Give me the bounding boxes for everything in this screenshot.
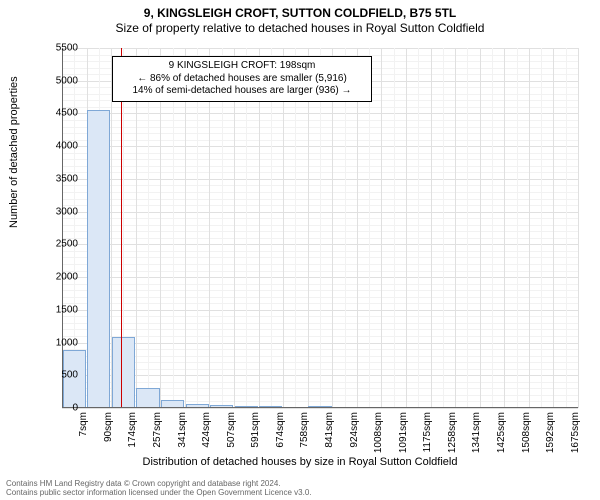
- reference-line: [121, 48, 123, 408]
- footer-line-1: Contains HM Land Registry data © Crown c…: [6, 479, 312, 489]
- x-tick-label: 591sqm: [250, 412, 261, 458]
- annotation-box: 9 KINGSLEIGH CROFT: 198sqm← 86% of detac…: [112, 56, 372, 102]
- x-tick-label: 924sqm: [349, 412, 360, 458]
- y-tick-label: 5500: [38, 43, 78, 54]
- y-tick-label: 5000: [38, 75, 78, 86]
- x-tick-label: 1592sqm: [545, 412, 556, 458]
- y-tick-label: 1000: [38, 337, 78, 348]
- histogram-bar: [136, 388, 159, 408]
- x-tick-label: 841sqm: [324, 412, 335, 458]
- annotation-line: ← 86% of detached houses are smaller (5,…: [119, 73, 365, 86]
- x-axis-title: Distribution of detached houses by size …: [0, 456, 600, 468]
- y-tick-label: 3000: [38, 206, 78, 217]
- x-tick-label: 674sqm: [275, 412, 286, 458]
- plot-region: 9 KINGSLEIGH CROFT: 198sqm← 86% of detac…: [62, 48, 578, 408]
- y-tick-label: 4500: [38, 108, 78, 119]
- footer-line-2: Contains public sector information licen…: [6, 488, 312, 498]
- x-tick-label: 1508sqm: [521, 412, 532, 458]
- footer-attribution: Contains HM Land Registry data © Crown c…: [6, 479, 312, 498]
- annotation-line: 9 KINGSLEIGH CROFT: 198sqm: [119, 60, 365, 73]
- y-tick-label: 1500: [38, 304, 78, 315]
- x-tick-label: 1425sqm: [496, 412, 507, 458]
- y-axis-title: Number of detached properties: [8, 76, 20, 228]
- x-tick-label: 257sqm: [152, 412, 163, 458]
- y-tick-label: 3500: [38, 173, 78, 184]
- x-tick-label: 1258sqm: [447, 412, 458, 458]
- annotation-line: 14% of semi-detached houses are larger (…: [119, 85, 365, 98]
- x-tick-label: 1675sqm: [570, 412, 581, 458]
- x-tick-label: 1091sqm: [398, 412, 409, 458]
- y-tick-label: 2500: [38, 239, 78, 250]
- x-tick-label: 1008sqm: [373, 412, 384, 458]
- page-title: 9, KINGSLEIGH CROFT, SUTTON COLDFIELD, B…: [0, 0, 600, 20]
- y-tick-label: 2000: [38, 272, 78, 283]
- x-tick-label: 341sqm: [177, 412, 188, 458]
- histogram-bar: [112, 337, 135, 408]
- x-tick-label: 1175sqm: [422, 412, 433, 458]
- x-tick-label: 1341sqm: [471, 412, 482, 458]
- x-tick-label: 758sqm: [299, 412, 310, 458]
- x-tick-label: 7sqm: [78, 412, 89, 458]
- y-tick-label: 500: [38, 370, 78, 381]
- page-subtitle: Size of property relative to detached ho…: [0, 20, 600, 35]
- x-tick-label: 507sqm: [226, 412, 237, 458]
- y-tick-label: 4000: [38, 141, 78, 152]
- x-tick-label: 424sqm: [201, 412, 212, 458]
- y-tick-label: 0: [38, 403, 78, 414]
- x-tick-label: 174sqm: [127, 412, 138, 458]
- x-tick-label: 90sqm: [103, 412, 114, 458]
- histogram-bar: [87, 110, 110, 408]
- chart-area: 9 KINGSLEIGH CROFT: 198sqm← 86% of detac…: [62, 48, 578, 408]
